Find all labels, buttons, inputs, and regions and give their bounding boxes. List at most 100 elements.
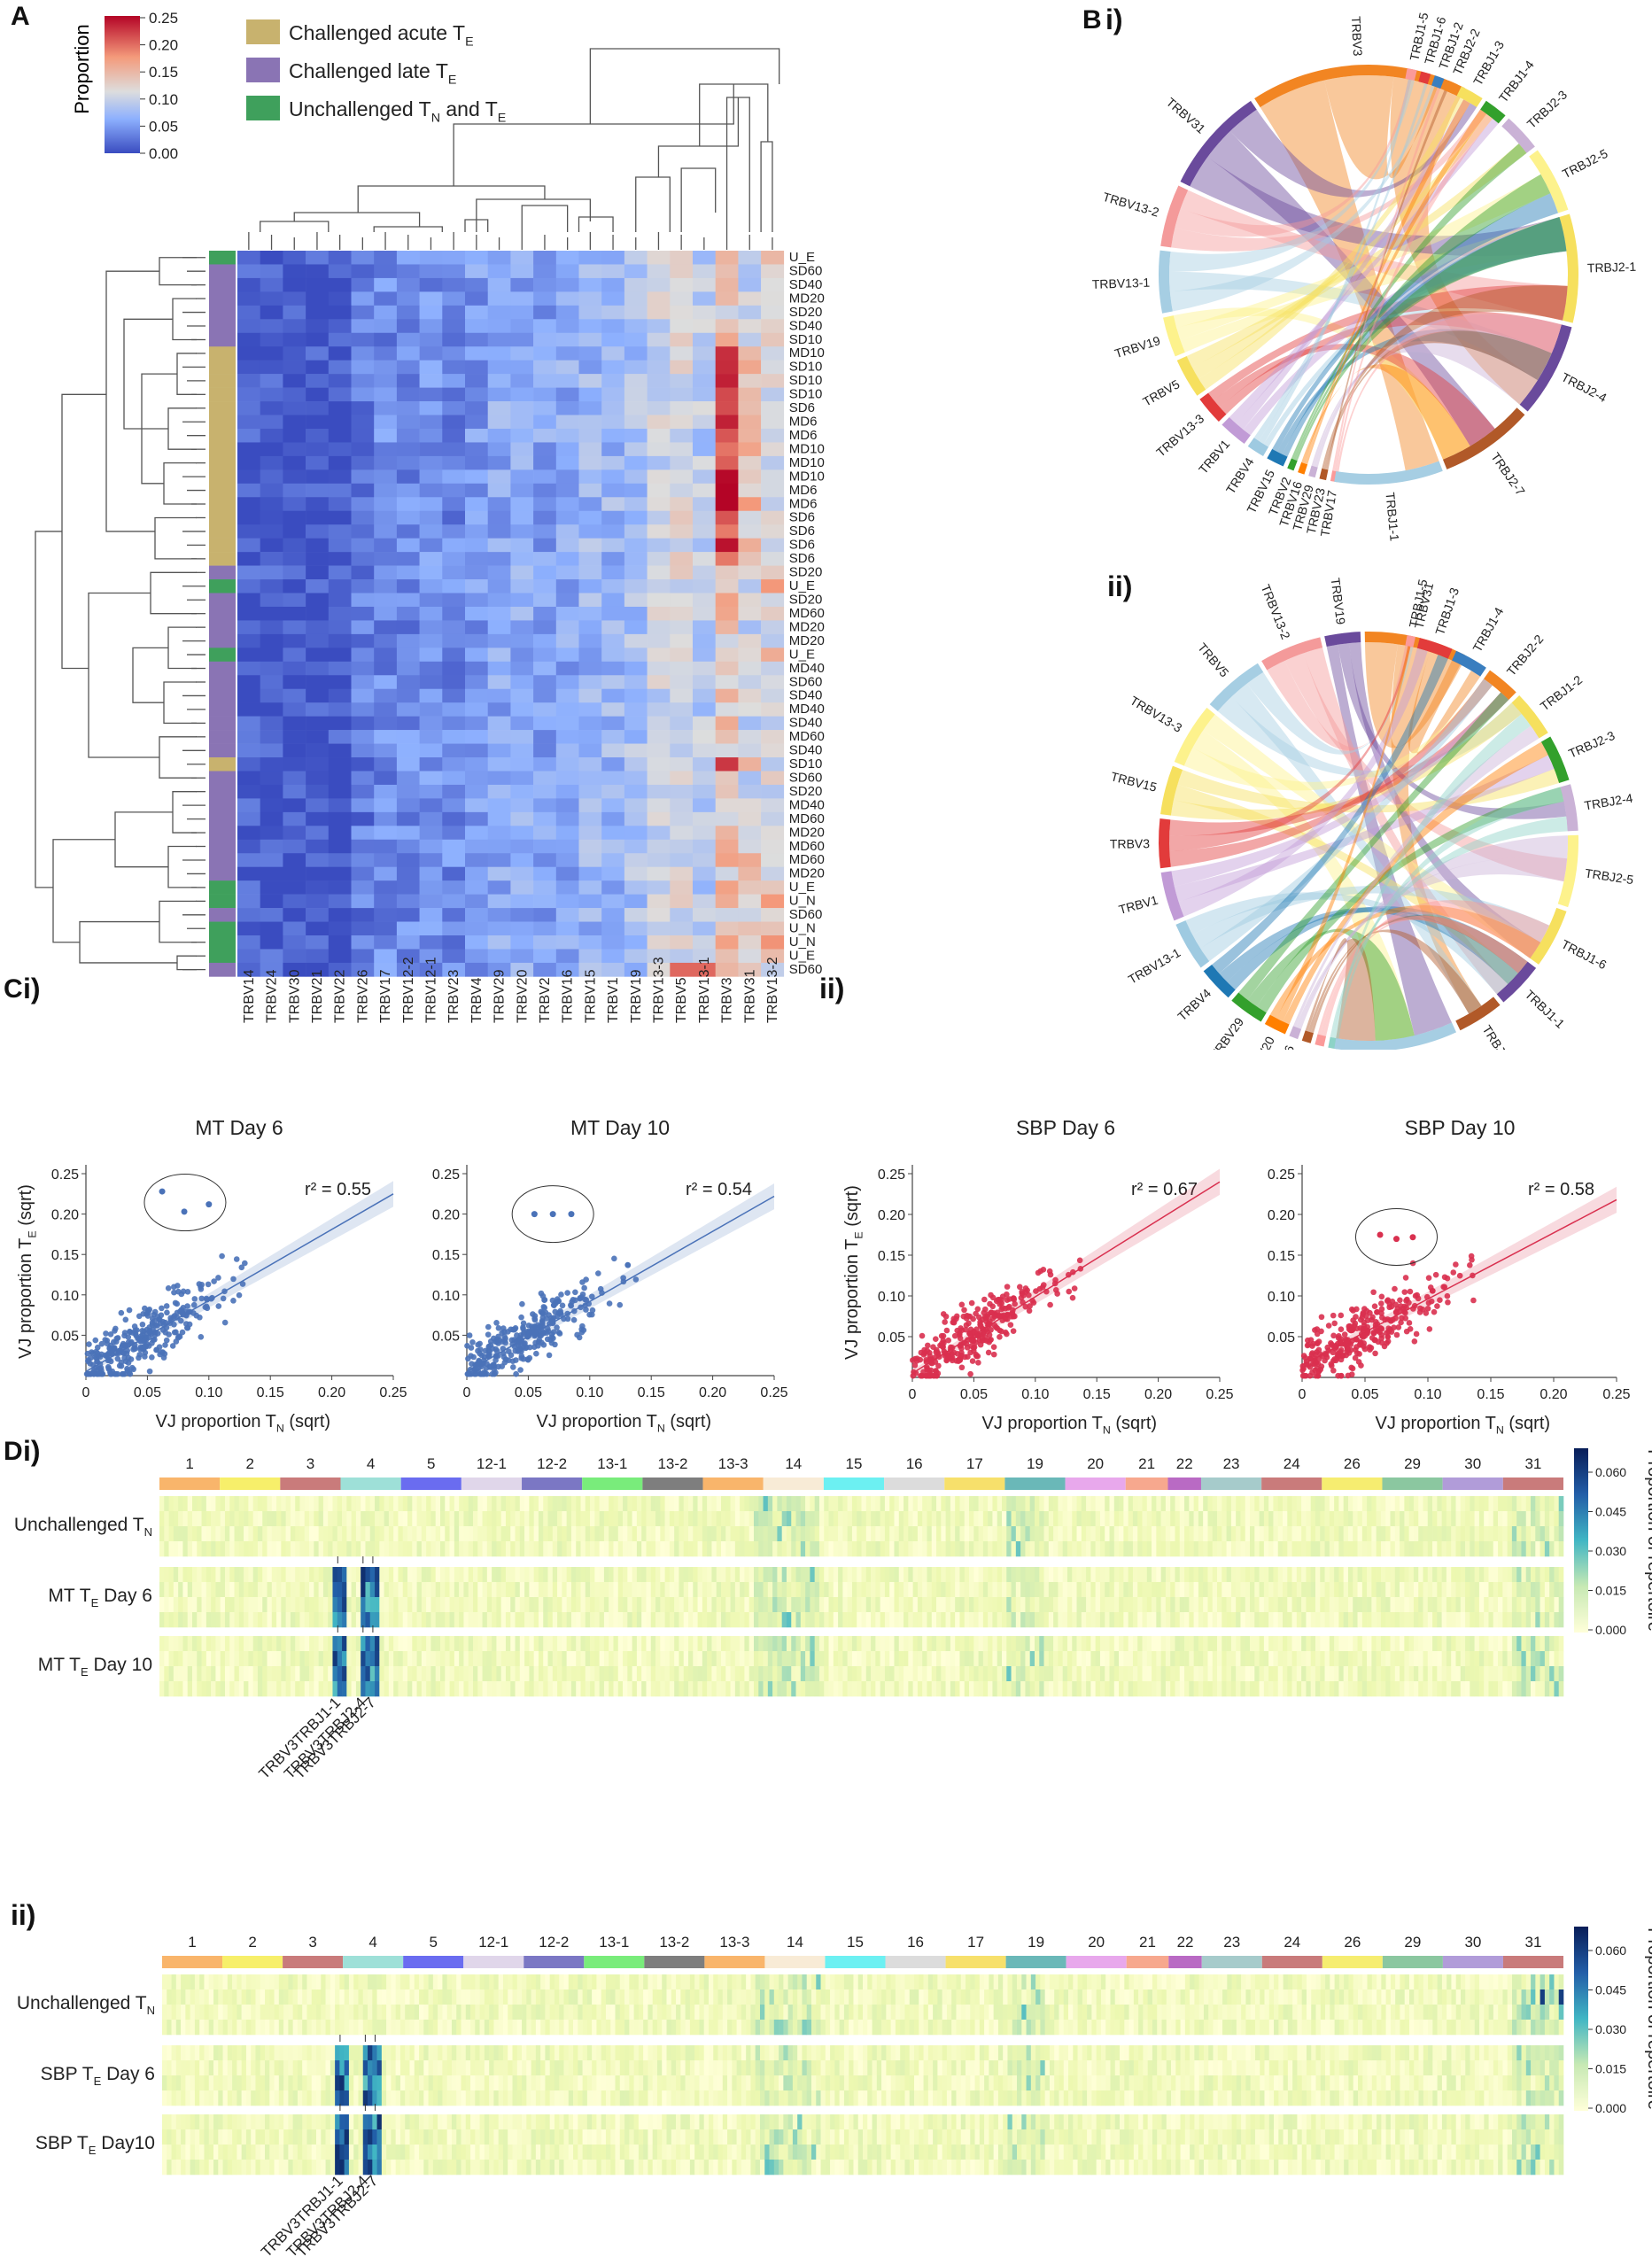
heatmap-cell xyxy=(1226,1496,1232,1512)
heatmap-cell xyxy=(959,1541,966,1557)
scatter-title: MT Day 6 xyxy=(195,1116,283,1139)
heatmap-cell xyxy=(237,839,260,854)
heatmap-cell xyxy=(510,730,534,744)
heatmap-cell xyxy=(271,1526,277,1542)
heatmap-row-label: U_E xyxy=(789,948,815,963)
heatmap-row-label: Unchallenged TN xyxy=(14,1515,152,1539)
row-group-swatch xyxy=(209,442,236,457)
heatmap-cell xyxy=(465,291,488,306)
chord-ribbon xyxy=(1180,217,1567,353)
heatmap-cell xyxy=(1105,1511,1110,1527)
dendrogram-link xyxy=(114,811,173,868)
heatmap-cell xyxy=(328,935,352,950)
heatmap-cell xyxy=(260,497,283,512)
heatmap-cell xyxy=(237,469,260,485)
heatmap-cell xyxy=(1132,1511,1138,1527)
dendrogram-link xyxy=(123,318,173,430)
scatter-point xyxy=(174,1309,181,1316)
heatmap-cell xyxy=(555,606,579,621)
heatmap-cell xyxy=(1240,1526,1246,1542)
heatmap-cell xyxy=(627,1612,632,1628)
heatmap-cell xyxy=(1531,1511,1536,1527)
heatmap-cell xyxy=(1404,1496,1409,1512)
heatmap-cell xyxy=(271,1597,277,1613)
heatmap-cell xyxy=(601,264,625,279)
heatmap-cell xyxy=(398,1496,404,1512)
heatmap-cell xyxy=(753,1567,759,1583)
scatter-point xyxy=(1369,1314,1376,1321)
chord-j-segment xyxy=(1496,961,1537,1003)
heatmap-cell xyxy=(1324,1496,1330,1512)
heatmap-cell xyxy=(624,743,648,758)
heatmap-cell xyxy=(295,1526,300,1542)
heatmap-cell xyxy=(1408,1526,1415,1542)
heatmap-cell xyxy=(828,1567,834,1583)
heatmap-cell xyxy=(1521,1511,1527,1527)
scatter-point xyxy=(948,1344,954,1351)
heatmap-cell xyxy=(419,455,443,470)
heatmap-cell xyxy=(178,1496,183,1512)
heatmap-cell xyxy=(398,1597,404,1613)
heatmap-cell xyxy=(922,1511,927,1527)
heatmap-cell xyxy=(487,442,511,457)
heatmap-cell xyxy=(283,894,306,909)
chord-ribbon xyxy=(1176,174,1551,341)
heatmap-cell xyxy=(670,743,694,758)
heatmap-cell xyxy=(660,1567,665,1583)
heatmap-cell xyxy=(670,757,694,772)
chord-j-segment xyxy=(1559,213,1578,323)
heatmap-cell xyxy=(237,606,260,621)
heatmap-cell xyxy=(1226,1541,1232,1557)
heatmap-cell xyxy=(761,633,785,648)
scatter-point xyxy=(944,1353,951,1361)
heatmap-cell xyxy=(533,251,557,265)
heatmap-cell xyxy=(646,1496,652,1512)
heatmap-cell xyxy=(283,730,306,744)
x-tick-label: 0.05 xyxy=(960,1387,988,1402)
heatmap-cell xyxy=(1540,1526,1546,1542)
scatter-point xyxy=(121,1354,128,1361)
heatmap-cell xyxy=(786,1567,792,1583)
heatmap-cell xyxy=(529,1567,534,1583)
heatmap-cell xyxy=(715,771,739,786)
chord-ribbon xyxy=(1207,131,1495,446)
heatmap-cell xyxy=(1189,1496,1194,1512)
heatmap-cell xyxy=(342,1496,347,1512)
scatter-point xyxy=(221,1288,228,1295)
heatmap-cell xyxy=(761,401,785,415)
heatmap-cell xyxy=(761,538,785,553)
chord-ribbon xyxy=(1192,885,1550,949)
heatmap-cell xyxy=(1531,1496,1536,1512)
heatmap-cell xyxy=(1324,1526,1330,1542)
panel-label-b-ii: ii) xyxy=(1107,570,1133,602)
heatmap-cell xyxy=(748,1526,755,1542)
heatmap-cell xyxy=(555,469,579,485)
heatmap-cell xyxy=(1432,1526,1438,1542)
heatmap-cell xyxy=(931,1511,937,1527)
heatmap-cell xyxy=(482,1567,488,1583)
heatmap-cell xyxy=(260,251,283,265)
heatmap-cell xyxy=(396,401,420,415)
scatter-point xyxy=(1343,1352,1349,1359)
heatmap-cell xyxy=(306,497,330,512)
heatmap-cell xyxy=(603,1511,609,1527)
heatmap-cell xyxy=(904,1496,909,1512)
dendrogram-link xyxy=(657,97,740,177)
heatmap-cell xyxy=(693,332,716,347)
heatmap-cell xyxy=(988,1511,993,1527)
heatmap-cell xyxy=(761,908,785,922)
chord-v-label: TRBV13-2 xyxy=(1101,190,1160,220)
heatmap-cell xyxy=(1385,1496,1391,1512)
scatter-point xyxy=(515,1342,522,1348)
scatter-point xyxy=(1338,1372,1345,1379)
scatter-point xyxy=(919,1372,926,1379)
heatmap-cell xyxy=(318,1597,324,1613)
heatmap-cell xyxy=(898,1582,904,1598)
heatmap-cell xyxy=(224,1612,230,1628)
heatmap-cell xyxy=(283,839,306,854)
scatter-point xyxy=(500,1353,508,1361)
heatmap-cell xyxy=(419,648,443,663)
heatmap-cell xyxy=(173,1511,179,1527)
heatmap-cell xyxy=(351,579,375,593)
heatmap-cell xyxy=(1198,1511,1204,1527)
